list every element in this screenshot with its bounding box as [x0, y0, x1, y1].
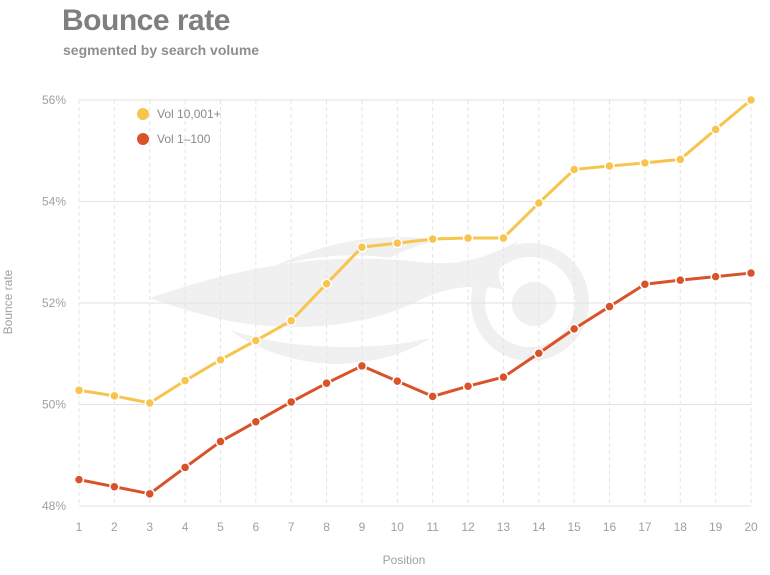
x-tick-label: 2 [111, 520, 118, 534]
x-tick-label: 11 [426, 520, 439, 534]
x-tick-label: 6 [252, 520, 259, 534]
data-point [285, 315, 297, 327]
x-tick-label: 1 [76, 520, 83, 534]
legend-marker [137, 108, 149, 120]
data-point [639, 278, 651, 290]
data-point [392, 375, 403, 387]
data-point [285, 396, 297, 408]
legend-label: Vol 10,001+ [157, 107, 221, 121]
data-point [215, 354, 226, 366]
y-axis-label: Bounce rate [1, 269, 15, 334]
data-point [215, 436, 226, 447]
data-point [144, 397, 155, 409]
series-line [78, 271, 752, 496]
x-tick-label: 15 [567, 520, 581, 534]
x-tick-label: 19 [709, 520, 723, 534]
x-tick-label: 13 [497, 520, 511, 534]
data-point [144, 488, 155, 500]
x-tick-label: 18 [674, 520, 688, 534]
data-point [498, 371, 509, 383]
x-tick-label: 5 [217, 520, 224, 534]
x-tick-label: 8 [323, 520, 330, 534]
data-point [73, 474, 85, 485]
x-tick-label: 4 [182, 520, 189, 534]
y-tick-label: 50% [42, 398, 66, 412]
x-tick-label: 17 [638, 520, 652, 534]
legend-label: Vol 1–100 [157, 132, 211, 146]
data-point [710, 271, 721, 282]
y-tick-label: 56% [42, 93, 66, 107]
data-point [356, 241, 368, 253]
x-tick-label: 16 [603, 520, 617, 534]
x-tick-label: 20 [744, 520, 758, 534]
chart-title: Bounce rate [62, 4, 230, 37]
data-point [745, 267, 757, 279]
data-point [745, 94, 757, 106]
data-point [710, 124, 721, 135]
legend: Vol 10,001+ Vol 1–100 [137, 107, 221, 146]
x-tick-label: 3 [146, 520, 153, 534]
data-point [675, 154, 686, 165]
logo-watermark [150, 237, 589, 364]
data-point [392, 237, 403, 249]
data-point [179, 462, 191, 473]
x-tick-label: 12 [461, 520, 475, 534]
legend-marker [137, 133, 149, 145]
data-point [462, 380, 474, 392]
data-point [533, 197, 545, 209]
data-point [427, 233, 438, 245]
data-point [179, 375, 191, 386]
y-tick-label: 52% [42, 296, 66, 310]
x-axis-label: Position [383, 553, 426, 567]
data-point [109, 390, 120, 402]
data-point [250, 416, 262, 428]
chart-subtitle: segmented by search volume [63, 42, 260, 58]
series-line [78, 98, 752, 405]
data-point [675, 274, 686, 286]
data-point [568, 323, 580, 335]
data-point [250, 335, 262, 346]
data-point [73, 385, 85, 396]
data-point [427, 391, 438, 402]
data-point [109, 481, 120, 492]
data-point [498, 232, 509, 244]
data-point [639, 157, 651, 169]
data-point [604, 160, 615, 172]
data-point [568, 164, 580, 175]
x-tick-label: 9 [359, 520, 366, 534]
x-tick-label: 7 [288, 520, 295, 534]
data-point [462, 232, 474, 244]
data-point [321, 278, 332, 289]
x-tick-label: 10 [391, 520, 405, 534]
data-point [604, 301, 615, 312]
y-tick-label: 48% [42, 499, 66, 513]
data-point [321, 377, 332, 389]
y-tick-label: 54% [42, 195, 66, 209]
x-tick-label: 14 [532, 520, 546, 534]
data-point [356, 360, 368, 372]
data-point [533, 347, 545, 359]
